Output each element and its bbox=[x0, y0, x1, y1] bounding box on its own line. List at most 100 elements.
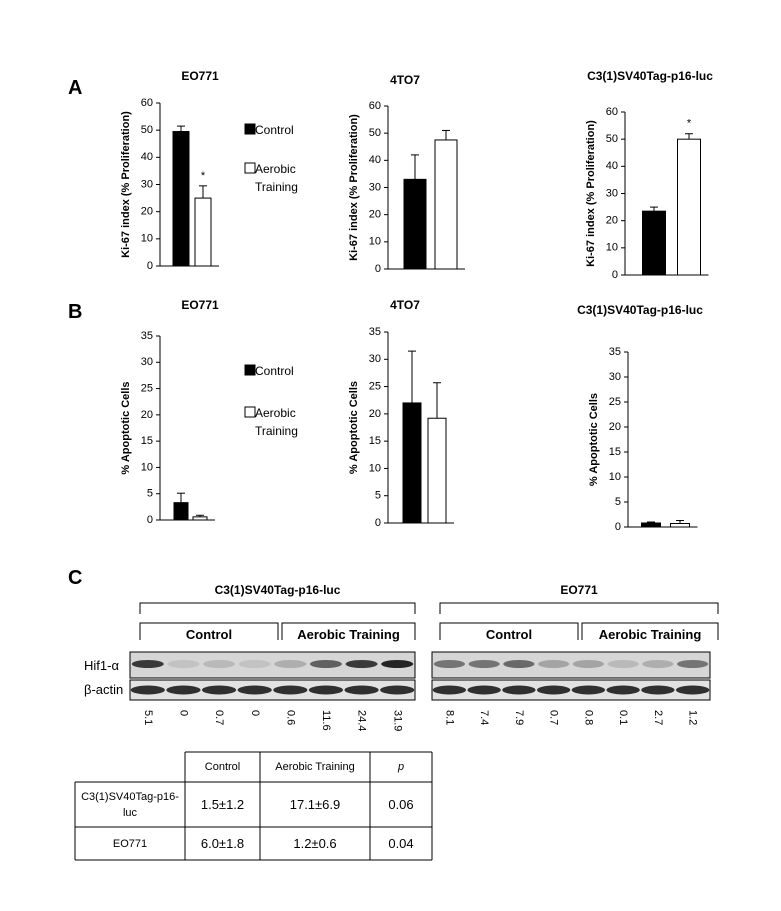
y-tick-label: 20 bbox=[609, 421, 621, 433]
quantification: 0.7 bbox=[548, 710, 560, 725]
chart-title: 4TO7 bbox=[390, 298, 420, 312]
bracket bbox=[439, 602, 719, 614]
hif-band bbox=[468, 660, 500, 668]
bar bbox=[641, 522, 661, 528]
bracket bbox=[581, 622, 719, 640]
y-tick-label: 15 bbox=[141, 435, 153, 447]
y-tick-label: 20 bbox=[606, 215, 618, 227]
hif-band bbox=[642, 660, 674, 668]
actin-band bbox=[201, 685, 237, 695]
y-tick-label: 5 bbox=[147, 488, 153, 500]
actin-band bbox=[432, 685, 467, 695]
actin-band bbox=[130, 685, 165, 695]
bracket bbox=[139, 602, 416, 614]
blot-actin bbox=[431, 679, 711, 701]
quantification: 7.4 bbox=[478, 710, 490, 725]
y-tick-label: 15 bbox=[369, 435, 381, 447]
quantification: 0.8 bbox=[582, 710, 594, 725]
y-tick-label: 30 bbox=[141, 356, 153, 368]
y-tick-label: 50 bbox=[141, 124, 153, 136]
y-tick-label: 40 bbox=[606, 160, 618, 172]
bar bbox=[194, 197, 212, 267]
chart-title: 4TO7 bbox=[390, 73, 420, 87]
bar bbox=[192, 516, 208, 521]
actin-band bbox=[273, 685, 308, 695]
hif-band bbox=[345, 660, 378, 668]
hif-band bbox=[381, 660, 414, 668]
y-axis-label: Ki-67 index (% Proliferation) bbox=[348, 114, 360, 261]
significance-mark: * bbox=[201, 170, 206, 182]
hif-band bbox=[203, 660, 236, 668]
actin-band bbox=[675, 685, 710, 695]
bracket bbox=[439, 622, 579, 640]
bar bbox=[670, 523, 690, 528]
y-tick-label: 25 bbox=[141, 382, 153, 394]
quantification: 0 bbox=[249, 710, 261, 716]
blot-group-title: C3(1)SV40Tag-p16-luc bbox=[214, 583, 341, 597]
y-tick-label: 25 bbox=[609, 396, 621, 408]
quantification: 0.7 bbox=[213, 710, 225, 725]
chart-title: C3(1)SV40Tag-p16-luc bbox=[587, 69, 713, 83]
table-cell: 17.1±6.9 bbox=[289, 796, 341, 812]
hif-band bbox=[238, 660, 271, 668]
actin-band bbox=[502, 685, 536, 695]
actin-band bbox=[166, 685, 201, 695]
hif-band bbox=[167, 660, 200, 668]
table-cell: 1.2±0.6 bbox=[293, 835, 337, 851]
condition-label: Control bbox=[485, 627, 533, 642]
chart-title: EO771 bbox=[181, 298, 219, 312]
table-row-label: EO771 bbox=[112, 837, 148, 850]
y-tick-label: 30 bbox=[141, 178, 153, 190]
y-tick-label: 20 bbox=[141, 409, 153, 421]
y-tick-label: 10 bbox=[609, 471, 621, 483]
legend-swatch bbox=[244, 162, 256, 174]
chart-title: EO771 bbox=[181, 69, 219, 83]
quantification: 24.4 bbox=[356, 710, 368, 731]
bar bbox=[434, 139, 458, 270]
y-tick-label: 0 bbox=[147, 514, 153, 526]
hif-band bbox=[433, 660, 466, 668]
bar bbox=[403, 178, 427, 270]
y-tick-label: 35 bbox=[369, 326, 381, 338]
actin-band bbox=[571, 685, 606, 695]
actin-band bbox=[380, 685, 415, 695]
y-tick-label: 15 bbox=[609, 446, 621, 458]
table-cell: 0.04 bbox=[388, 835, 414, 851]
y-tick-label: 50 bbox=[369, 127, 381, 139]
y-tick-label: 0 bbox=[375, 517, 381, 529]
condition-label: Aerobic Training bbox=[297, 627, 400, 642]
condition-label: Control bbox=[185, 627, 233, 642]
hif-band bbox=[537, 660, 570, 668]
bar bbox=[172, 131, 190, 267]
panel-label: C bbox=[68, 567, 83, 589]
quantification: 5.1 bbox=[142, 710, 154, 725]
table-header: p bbox=[397, 761, 405, 773]
quantification: 0.1 bbox=[617, 710, 629, 725]
y-tick-label: 30 bbox=[369, 181, 381, 193]
y-tick-label: 35 bbox=[141, 330, 153, 342]
actin-band bbox=[536, 685, 571, 695]
blot-row-label: β-actin bbox=[84, 682, 124, 697]
blot-row-label: Hif1-α bbox=[84, 658, 119, 673]
hif-band bbox=[607, 660, 639, 668]
y-tick-label: 10 bbox=[369, 462, 381, 474]
y-tick-label: 10 bbox=[141, 233, 153, 245]
condition-label: Aerobic Training bbox=[598, 627, 702, 642]
chart-title: C3(1)SV40Tag-p16-luc bbox=[577, 303, 703, 317]
significance-mark: * bbox=[687, 118, 692, 130]
hif-band bbox=[131, 660, 164, 668]
legend-label: Aerobic Training bbox=[255, 406, 298, 438]
table-row-label: C3(1)SV40Tag-p16-luc bbox=[81, 790, 179, 819]
quantification: 1.2 bbox=[687, 710, 699, 725]
hif-band bbox=[274, 660, 307, 668]
y-tick-label: 20 bbox=[369, 209, 381, 221]
y-tick-label: 20 bbox=[369, 408, 381, 420]
quantification: 0.6 bbox=[284, 710, 296, 725]
y-tick-label: 10 bbox=[606, 242, 618, 254]
y-tick-label: 0 bbox=[147, 260, 153, 272]
y-axis-label: % Apoptotic Cells bbox=[348, 381, 360, 474]
hif-band bbox=[503, 660, 535, 668]
bar bbox=[642, 210, 666, 276]
y-axis-label: % Apoptotic Cells bbox=[588, 393, 600, 486]
